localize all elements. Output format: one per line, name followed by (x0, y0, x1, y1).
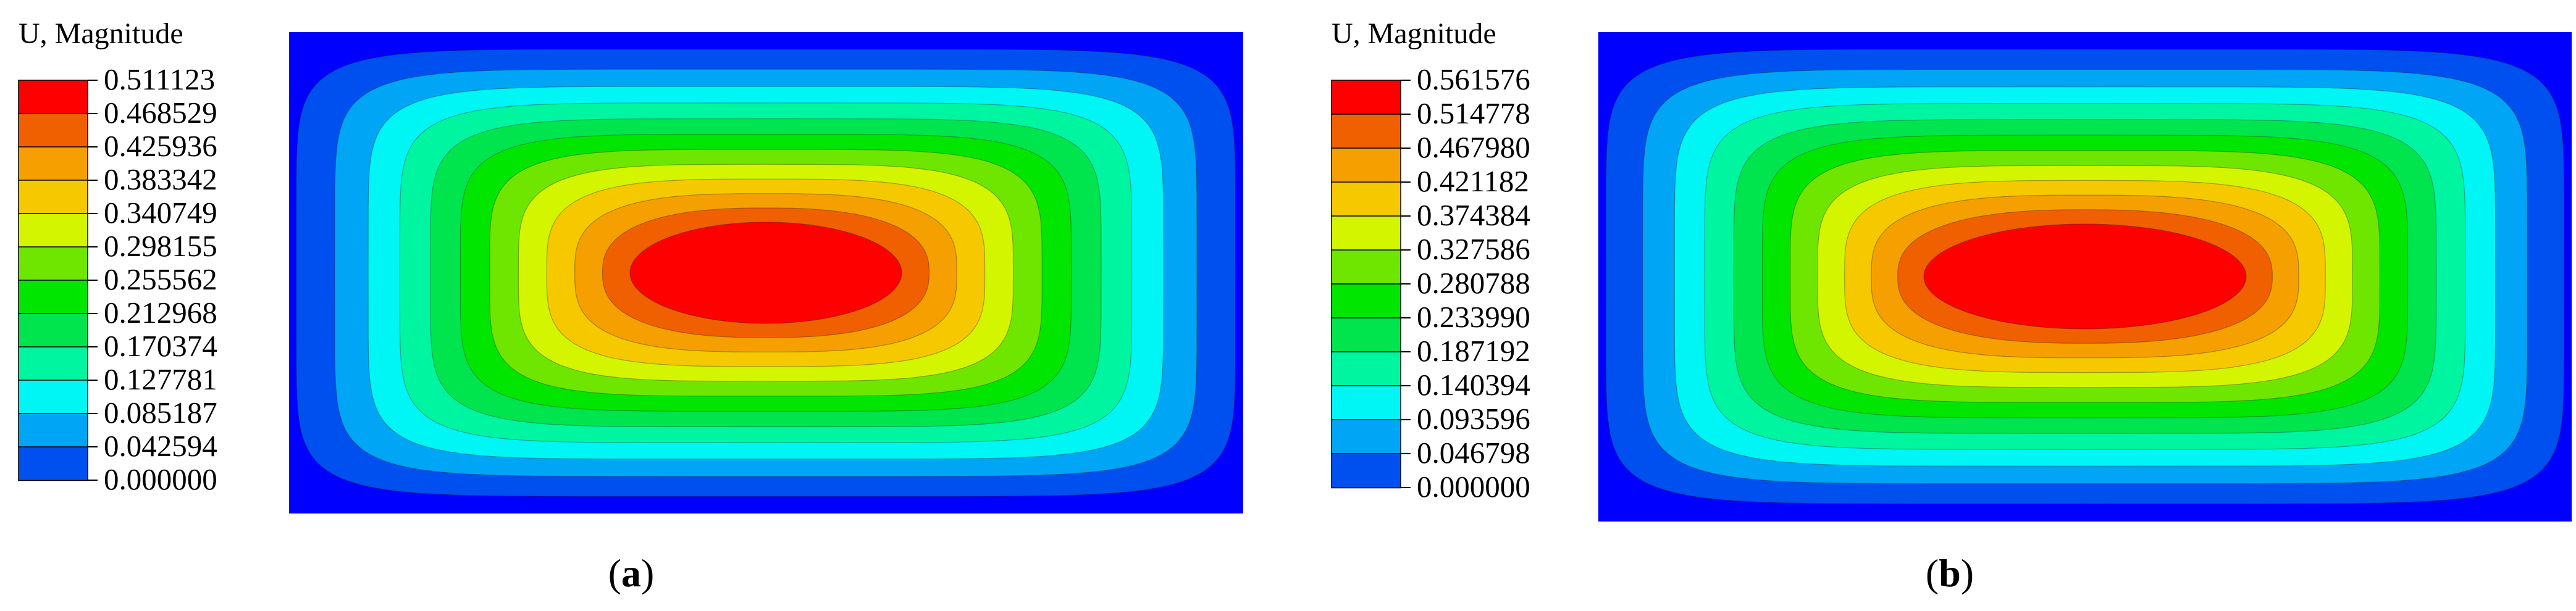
legend-tick-label: 0.127781 (104, 362, 217, 396)
legend-tick-label: 0.255562 (104, 262, 217, 296)
legend-swatch (1331, 419, 1401, 455)
panel-a: U, Magnitude 0.5111230.4685290.4259360.3… (18, 17, 1243, 595)
legend-tick-label: 0.467980 (1417, 130, 1530, 164)
legend-swatch (1331, 181, 1401, 217)
legend-swatch (18, 113, 88, 148)
legend-swatch (1331, 385, 1401, 421)
legend-tick-label: 0.000000 (1417, 470, 1530, 504)
legend-tick-label: 0.140394 (1417, 368, 1530, 402)
legend-tick-label: 0.187192 (1417, 334, 1530, 368)
legend-swatch (18, 146, 88, 181)
legend-ticks: 0.5111230.4685290.4259360.3833420.340749… (88, 62, 217, 496)
legend-tick-label: 0.042594 (104, 429, 217, 463)
contour-band (629, 222, 902, 324)
panel-b: U, Magnitude 0.5615760.5147780.4679800.4… (1331, 17, 2572, 595)
legend-swatch (18, 80, 88, 115)
legend-tick-label: 0.298155 (104, 229, 217, 263)
panel-caption: (a) (608, 551, 655, 595)
legend-tick-label: 0.000000 (104, 462, 217, 496)
legend-tick-label: 0.046798 (1417, 436, 1530, 470)
legend-tick-label: 0.511123 (104, 62, 215, 96)
legend-tick-label: 0.383342 (104, 162, 217, 196)
legend-tick-label: 0.170374 (104, 329, 217, 363)
legend-tick-label: 0.093596 (1417, 402, 1530, 436)
legend-swatch (1331, 351, 1401, 387)
legend-swatch (18, 446, 88, 481)
legend-swatch (1331, 148, 1401, 183)
legend-swatch (1331, 283, 1401, 319)
legend-tick-label: 0.340749 (104, 196, 217, 230)
legend-swatch (18, 246, 88, 281)
legend-tick-label: 0.514778 (1417, 96, 1530, 130)
legend-swatch (1331, 453, 1401, 489)
legend-swatch (18, 413, 88, 448)
legend-title: U, Magnitude (1332, 17, 1496, 50)
legend-title: U, Magnitude (19, 17, 183, 50)
legend-swatch (18, 180, 88, 215)
legend-tick-label: 0.421182 (1417, 164, 1529, 198)
legend-tick-label: 0.280788 (1417, 266, 1530, 300)
contour-bands (295, 49, 1236, 497)
legend-swatch (1331, 114, 1401, 149)
legend-tick-label: 0.212968 (104, 296, 217, 330)
panel-label: b (1939, 551, 1961, 595)
legend-swatch (1331, 80, 1401, 115)
legend-ticks: 0.5615760.5147780.4679800.4211820.374384… (1401, 62, 1530, 504)
contour-bands (1605, 49, 2565, 504)
legend-swatches (18, 80, 88, 481)
legend-swatch (1331, 215, 1401, 251)
panel-caption: (b) (1926, 551, 1974, 595)
contour-band (1923, 223, 2247, 330)
legend-tick-label: 0.085187 (104, 396, 217, 430)
legend-swatch (18, 380, 88, 415)
legend-tick-label: 0.425936 (104, 129, 217, 163)
legend-swatch (18, 313, 88, 348)
legend-swatch (1331, 317, 1401, 353)
legend-tick-label: 0.233990 (1417, 300, 1530, 334)
legend-swatch (18, 346, 88, 381)
legend-tick-label: 0.327586 (1417, 232, 1530, 266)
legend-tick-label: 0.468529 (104, 96, 217, 130)
legend-tick-label: 0.561576 (1417, 62, 1530, 96)
panel-label: a (621, 551, 641, 595)
legend-swatch (18, 280, 88, 315)
legend-swatch (1331, 249, 1401, 285)
legend-swatch (18, 213, 88, 248)
legend-tick-label: 0.374384 (1417, 198, 1530, 232)
legend-swatches (1331, 80, 1401, 489)
